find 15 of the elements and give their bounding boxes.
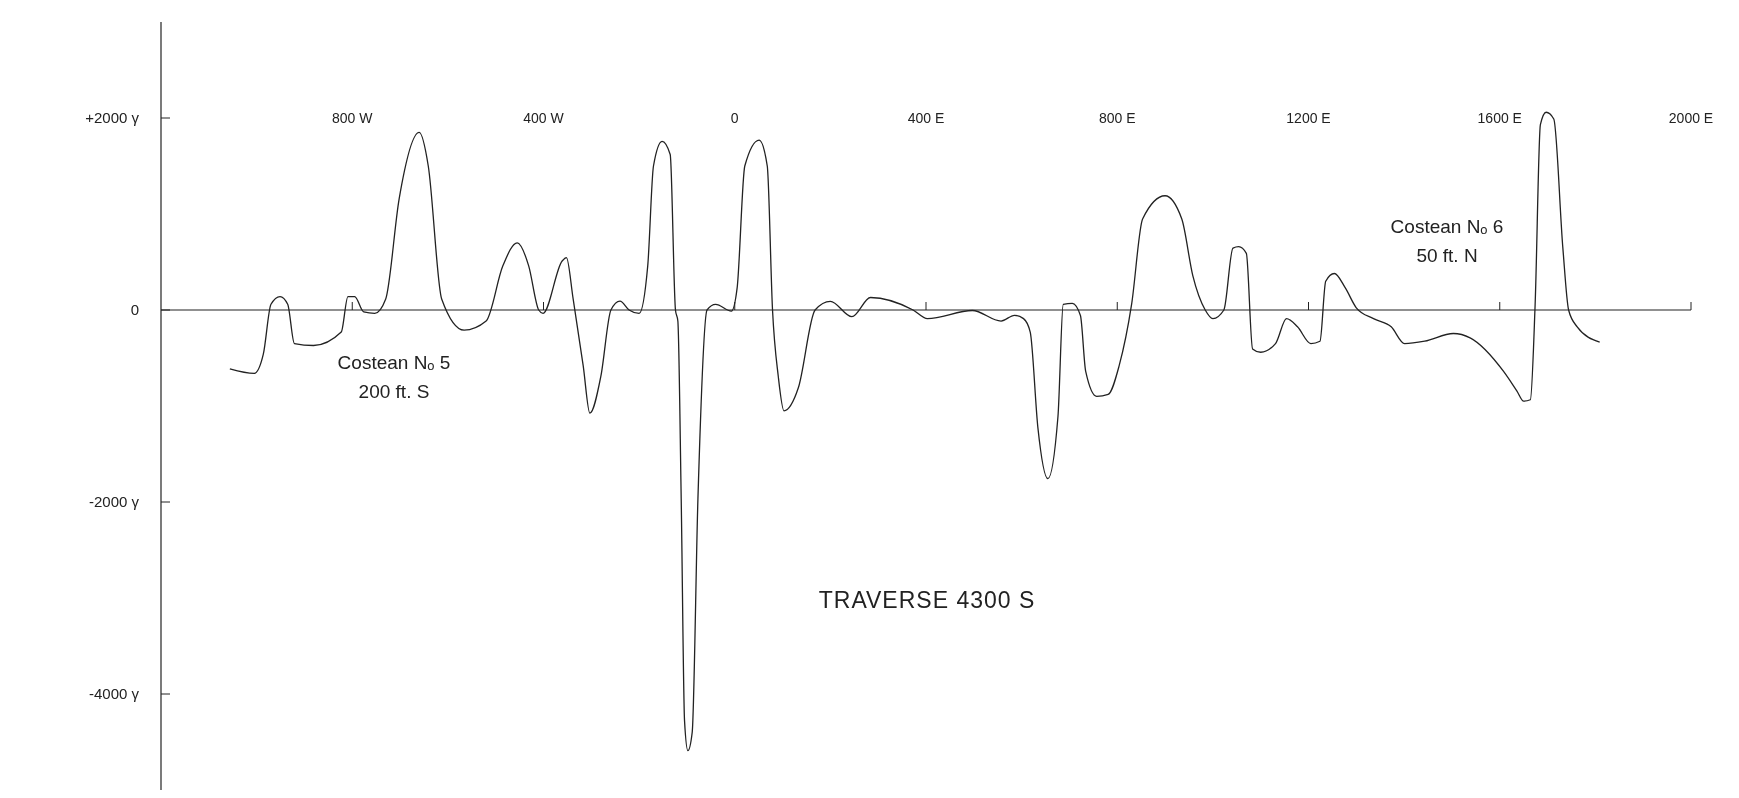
x-tick-label: 0	[730, 109, 739, 126]
x-tick-label: 1600 E	[1477, 109, 1522, 126]
y-tick-label: 0	[130, 301, 139, 319]
x-tick-label: 2000 E	[1668, 109, 1714, 126]
x-tick-label: 800 E	[1098, 109, 1136, 126]
y-tick-label: -2000 γ	[88, 493, 140, 511]
y-tick-label: -4000 γ	[88, 685, 140, 703]
annotation: Costean Nₒ 5 200 ft. S	[337, 352, 451, 402]
x-tick-label: 800 W	[332, 109, 374, 126]
x-tick-label: 1200 E	[1286, 109, 1331, 126]
x-tick-label: 400 W	[523, 109, 565, 126]
y-tick-label: +2000 γ	[85, 109, 140, 127]
annotation: Costean Nₒ 6 50 ft. N	[1390, 216, 1504, 266]
text: TRAVERSE 4300 S	[818, 587, 1036, 613]
x-tick-label: 400 E	[907, 109, 945, 126]
